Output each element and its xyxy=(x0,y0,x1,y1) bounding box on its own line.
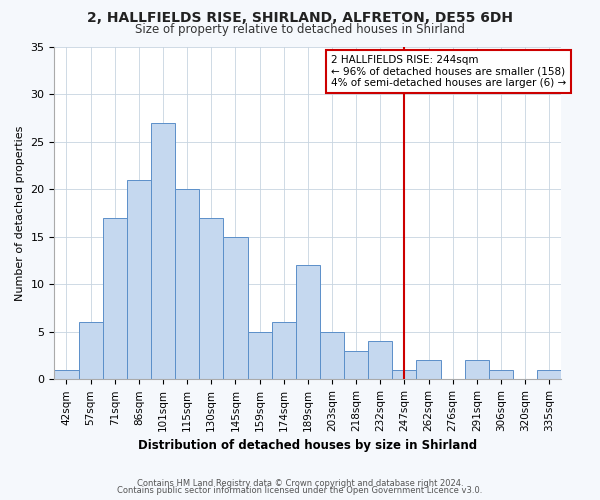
Text: Contains public sector information licensed under the Open Government Licence v3: Contains public sector information licen… xyxy=(118,486,482,495)
Bar xyxy=(320,332,344,380)
Bar xyxy=(199,218,223,380)
Bar xyxy=(55,370,79,380)
Bar xyxy=(79,322,103,380)
Bar xyxy=(296,265,320,380)
X-axis label: Distribution of detached houses by size in Shirland: Distribution of detached houses by size … xyxy=(139,440,478,452)
Y-axis label: Number of detached properties: Number of detached properties xyxy=(15,125,25,300)
Bar xyxy=(489,370,513,380)
Bar xyxy=(103,218,127,380)
Bar xyxy=(392,370,416,380)
Text: 2 HALLFIELDS RISE: 244sqm
← 96% of detached houses are smaller (158)
4% of semi-: 2 HALLFIELDS RISE: 244sqm ← 96% of detac… xyxy=(331,55,566,88)
Text: Size of property relative to detached houses in Shirland: Size of property relative to detached ho… xyxy=(135,22,465,36)
Bar xyxy=(465,360,489,380)
Bar xyxy=(151,122,175,380)
Bar xyxy=(368,342,392,380)
Bar xyxy=(344,351,368,380)
Text: Contains HM Land Registry data © Crown copyright and database right 2024.: Contains HM Land Registry data © Crown c… xyxy=(137,478,463,488)
Bar xyxy=(175,189,199,380)
Bar xyxy=(416,360,440,380)
Bar xyxy=(537,370,562,380)
Bar xyxy=(127,180,151,380)
Bar xyxy=(272,322,296,380)
Bar xyxy=(248,332,272,380)
Text: 2, HALLFIELDS RISE, SHIRLAND, ALFRETON, DE55 6DH: 2, HALLFIELDS RISE, SHIRLAND, ALFRETON, … xyxy=(87,11,513,25)
Bar xyxy=(223,236,248,380)
